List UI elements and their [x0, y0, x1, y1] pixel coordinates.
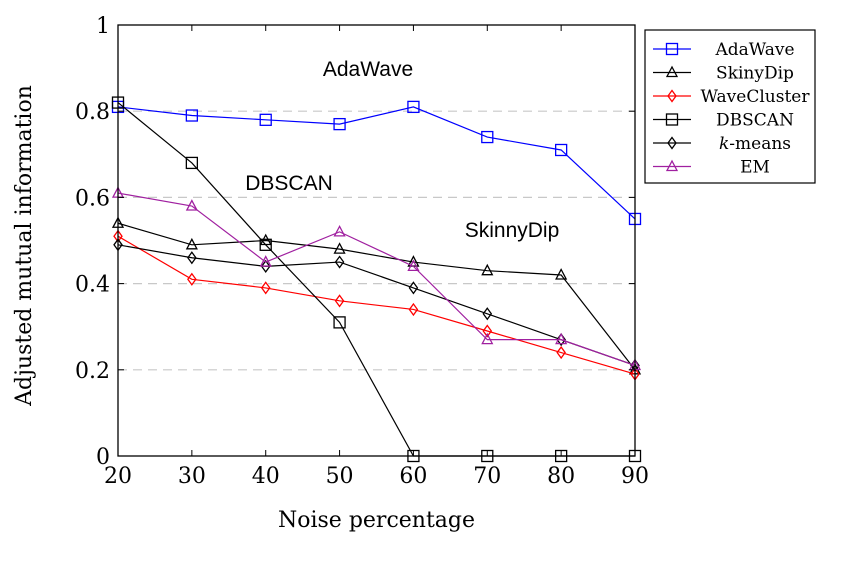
data-point-4-1: [187, 251, 197, 265]
legend: AdaWave SkinyDip WaveCluster DBSCAN k-means E…: [644, 29, 816, 184]
y-tick-label-3: 0.6: [75, 186, 110, 211]
series-line-1: [117, 222, 636, 371]
legend-label-5: EM: [740, 158, 770, 178]
legend-marker-3: [665, 113, 679, 126]
legend-label-1: SkinyDip: [716, 64, 794, 84]
legend-marker-1: [665, 65, 679, 78]
y-tick-label-0: 0: [96, 445, 110, 470]
data-point-5-4: [407, 259, 420, 272]
x-axis-title: Noise percentage: [278, 508, 475, 533]
data-point-5-6: [555, 332, 568, 345]
data-point-4-5: [482, 307, 493, 321]
series-1: [111, 216, 642, 375]
x-tick-label-4: 60: [399, 464, 427, 489]
annotation-0: AdaWave: [323, 58, 413, 81]
y-axis-title: Adjusted mutual information: [12, 85, 37, 407]
axes-layer: 20 30 40 50 60 70 80 90 0 0.2 0.4 0.6 0.8 1 Noise perc…: [12, 14, 649, 533]
series-line-2: [117, 235, 636, 375]
data-point-1-3: [333, 242, 346, 254]
x-tick-label-7: 90: [621, 464, 649, 489]
x-tick-label-5: 70: [473, 464, 501, 489]
data-point-0-2: [259, 113, 272, 126]
legend-marker-5: [665, 159, 679, 172]
legend-label-4: k-means: [719, 134, 791, 154]
x-tick-label-1: 30: [178, 464, 206, 489]
x-tick-label-6: 80: [547, 464, 575, 489]
data-point-5-2: [259, 255, 272, 267]
legend-label-3: DBSCAN: [716, 111, 794, 131]
x-tick-label-0: 20: [104, 464, 132, 489]
data-point-1-1: [185, 237, 198, 250]
data-point-5-5: [481, 332, 494, 345]
data-point-2-1: [187, 272, 197, 286]
data-point-0-4: [407, 100, 420, 114]
data-point-3-1: [185, 156, 199, 170]
series-4: [113, 238, 640, 373]
data-point-0-1: [185, 109, 199, 122]
data-point-4-2: [260, 259, 271, 273]
data-point-5-1: [185, 199, 198, 211]
data-point-3-3: [333, 316, 346, 329]
series-layer: [111, 96, 642, 463]
legend-box: [644, 29, 816, 184]
series-line-0: [117, 106, 636, 220]
grid-lines: [118, 110, 635, 371]
annotation-2: SkinnyDip: [465, 219, 560, 242]
y-tick-label-1: 0.2: [75, 359, 110, 384]
legend-marker-4: [667, 136, 677, 150]
data-point-4-3: [334, 255, 345, 269]
legend-label-rest-4: -means: [729, 134, 791, 154]
data-point-4-6: [556, 333, 566, 347]
legend-label-0: AdaWave: [714, 40, 794, 60]
annotation-layer: AdaWave DBSCAN SkinnyDip: [245, 58, 559, 242]
data-point-0-5: [481, 130, 494, 144]
y-tick-label-4: 0.8: [75, 100, 110, 125]
data-point-5-3: [333, 224, 346, 237]
series-line-5: [117, 192, 636, 367]
legend-label-2: WaveCluster: [701, 87, 811, 107]
y-tick-label-5: 1: [96, 14, 110, 39]
annotation-1: DBSCAN: [245, 172, 333, 195]
data-point-2-6: [556, 345, 566, 360]
plot-frame: [117, 24, 636, 457]
data-point-2-3: [334, 294, 345, 308]
data-point-2-5: [482, 324, 493, 338]
data-point-3-2: [259, 238, 272, 251]
y-tick-label-2: 0.4: [75, 273, 110, 298]
legend-marker-2: [667, 89, 677, 103]
x-tick-label-3: 50: [326, 464, 354, 489]
data-point-4-4: [408, 281, 419, 295]
legend-marker-0: [665, 42, 679, 56]
legend-label-italic-4: k: [719, 134, 729, 154]
data-point-0-3: [333, 117, 346, 131]
data-point-1-6: [555, 268, 568, 280]
data-point-1-5: [481, 263, 494, 276]
series-line-4: [117, 244, 636, 367]
data-point-2-2: [260, 281, 271, 295]
data-point-2-4: [408, 302, 419, 317]
data-point-0-6: [554, 143, 568, 157]
x-tick-label-2: 40: [252, 464, 280, 489]
